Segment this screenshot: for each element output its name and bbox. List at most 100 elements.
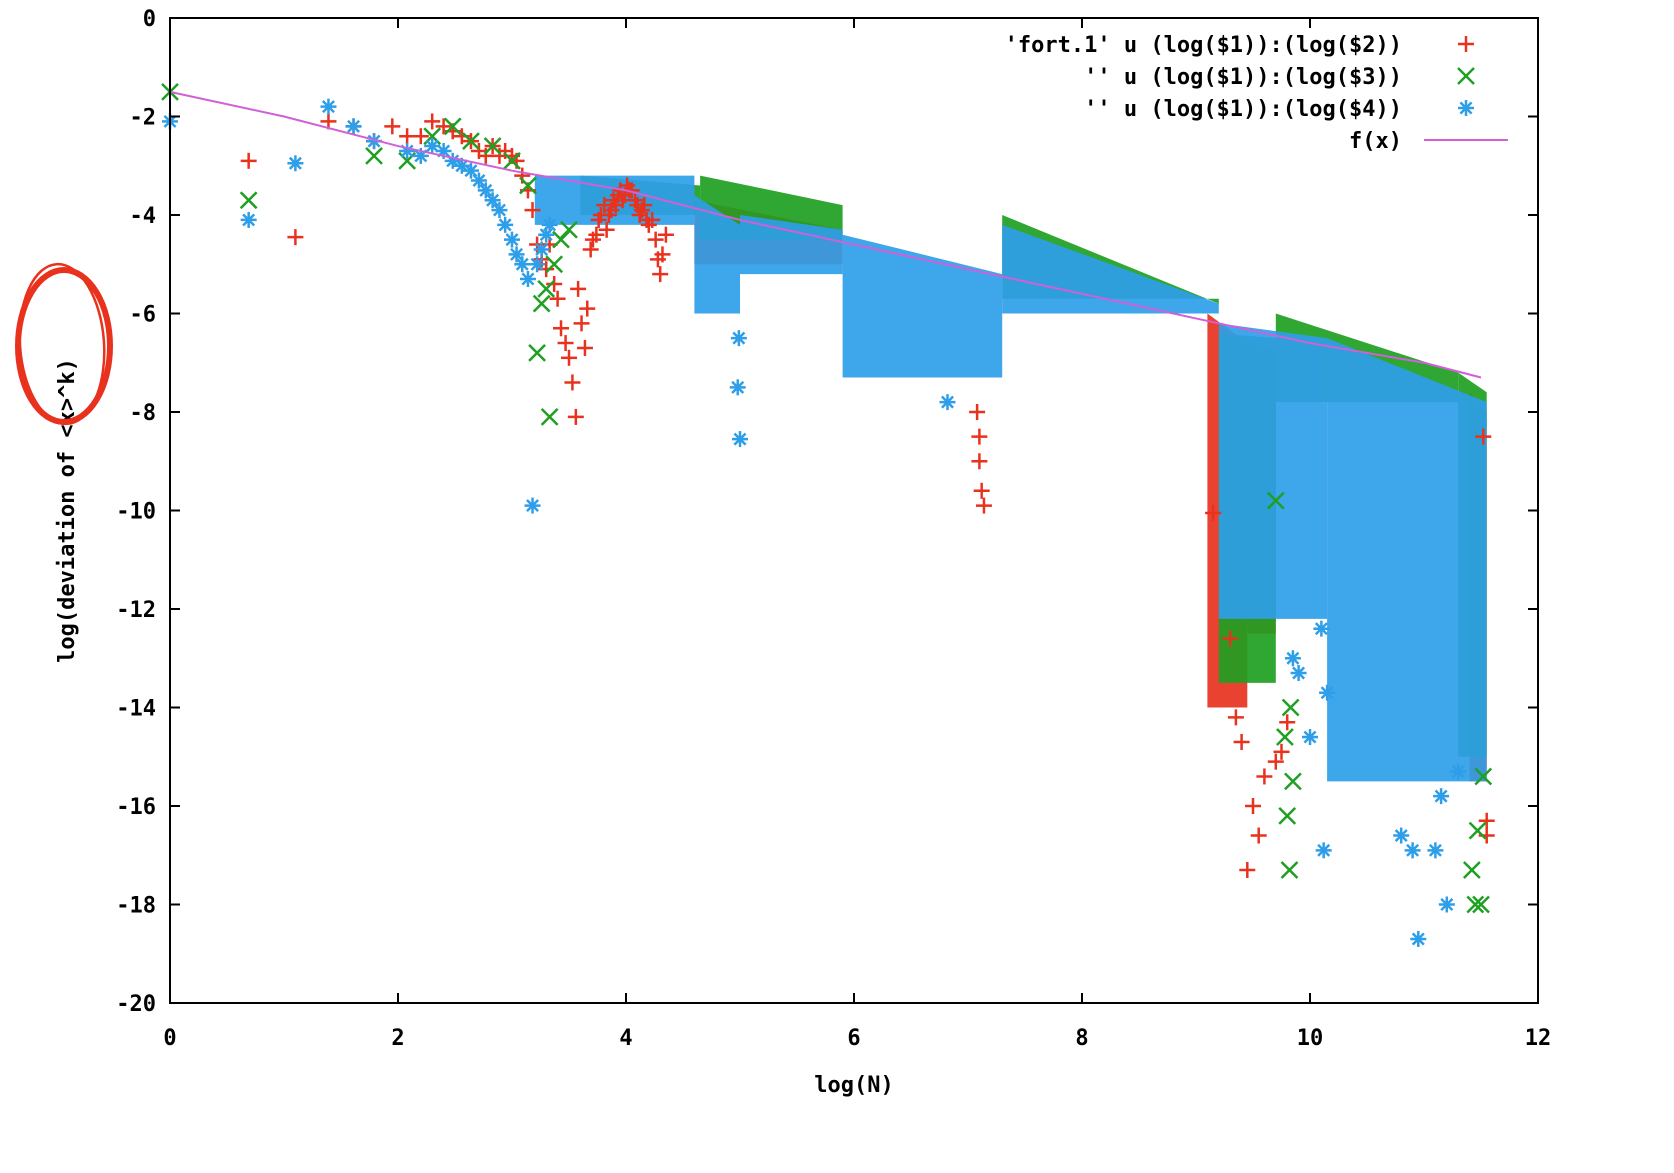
legend-label: '' u (log($1)):(log($4)): [1084, 97, 1402, 122]
data-point-series-3: [1319, 684, 1336, 701]
y-tick-label: -16: [116, 795, 156, 820]
annotation-ellipse: [15, 267, 113, 425]
data-point-series-1: [435, 118, 452, 135]
data-point-series-2: [1474, 767, 1493, 786]
legend-swatch: [1458, 36, 1474, 52]
band-series-3: [1327, 338, 1487, 782]
data-point-series-2: [545, 255, 564, 274]
data-point-series-3: [1302, 729, 1318, 746]
fit-line: [169, 90, 1482, 379]
data-point-series-2: [1462, 861, 1481, 879]
band-series-3: [740, 215, 843, 275]
y-tick-label: 0: [143, 7, 156, 32]
data-point-series-3: [1438, 896, 1455, 913]
data-point-series-1: [240, 152, 257, 169]
data-point-series-1: [1239, 862, 1256, 879]
y-tick-label: -10: [116, 500, 156, 525]
data-point-series-1: [1279, 714, 1296, 731]
data-point-series-3: [240, 211, 257, 228]
data-point-series-3: [477, 182, 494, 199]
band-series-3: [1218, 323, 1328, 619]
dense-point-bands: [534, 175, 1487, 782]
data-point-series-2: [1466, 895, 1485, 914]
data-point-series-3: [1404, 842, 1421, 859]
data-point-series-1: [1256, 768, 1273, 785]
data-point-series-3: [508, 246, 525, 263]
data-point-series-3: [939, 394, 956, 411]
y-tick-label: -12: [116, 598, 156, 623]
data-point-series-1: [975, 497, 992, 514]
data-point-series-3: [345, 118, 362, 135]
data-point-series-3: [1313, 620, 1330, 637]
data-point-series-1: [598, 221, 615, 238]
data-point-series-2: [1280, 861, 1299, 879]
band-series-3: [1002, 224, 1219, 314]
x-tick-label: 8: [1075, 1026, 1088, 1051]
data-point-series-3: [470, 172, 487, 189]
data-point-series-1: [549, 290, 566, 307]
x-tick-label: 12: [1525, 1026, 1552, 1051]
data-point-series-1: [1227, 709, 1244, 726]
data-point-series-1: [424, 113, 441, 130]
data-point-series-3: [1410, 930, 1427, 947]
data-point-series-1: [553, 320, 570, 337]
data-point-series-1: [557, 335, 574, 352]
data-point-series-3: [533, 241, 550, 258]
data-point-series-3: [514, 256, 531, 273]
y-tick-label: -14: [116, 697, 156, 722]
data-point-series-3: [730, 330, 747, 347]
y-tick-label: -18: [116, 894, 156, 919]
data-point-series-2: [239, 191, 258, 210]
band-series-3: [842, 234, 1003, 378]
data-point-series-3: [462, 162, 479, 179]
data-point-series-2: [1281, 698, 1300, 717]
data-point-series-1: [384, 118, 401, 135]
data-point-series-2: [537, 279, 556, 298]
data-point-series-2: [1472, 895, 1490, 914]
data-point-series-3: [320, 98, 337, 115]
data-point-series-1: [588, 226, 605, 243]
data-point-series-1: [1245, 798, 1261, 814]
data-point-series-3: [541, 216, 558, 233]
data-point-series-2: [483, 137, 502, 155]
data-point-series-1: [1273, 743, 1290, 760]
data-point-series-3: [729, 379, 746, 396]
data-point-series-1: [973, 482, 990, 499]
data-point-series-3: [287, 155, 304, 172]
data-point-series-1: [652, 266, 669, 283]
legend-swatch: [1458, 100, 1474, 116]
fit-line-group: [169, 90, 1482, 379]
data-point-series-1: [1267, 753, 1284, 770]
data-point-series-1: [657, 226, 674, 243]
band-series-3: [694, 195, 740, 314]
data-point-series-2: [1276, 728, 1294, 746]
y-axis-label: log(deviation of <x>^k): [55, 358, 80, 663]
data-point-series-1: [582, 241, 599, 258]
data-point-series-1: [1205, 504, 1222, 521]
data-point-series-2: [540, 408, 559, 426]
data-point-series-1: [644, 211, 661, 228]
data-point-series-1: [971, 428, 988, 445]
data-point-series-3: [1290, 665, 1307, 682]
annotation-ellipse-stroke: [18, 262, 106, 426]
data-point-series-1: [654, 246, 671, 263]
data-point-series-1: [561, 349, 577, 366]
data-point-series-1: [573, 315, 590, 332]
data-point-series-2: [443, 117, 462, 136]
x-tick-label: 2: [391, 1026, 404, 1051]
data-point-series-2: [528, 344, 546, 362]
x-tick-label: 4: [619, 1026, 632, 1051]
data-point-series-1: [1478, 812, 1495, 829]
data-point-series-2: [503, 151, 521, 170]
y-tick-label: -2: [130, 106, 157, 131]
data-point-series-2: [365, 147, 383, 165]
y-tick-label: -20: [116, 992, 156, 1017]
axis-ticks: 0 2 4 6 8 10 12 0 -2 -4 -6 -8 -10 -12 -14 -16 -18 -20: [116, 7, 1551, 1051]
data-point-series-1: [1475, 428, 1492, 445]
y-tick-label: -8: [130, 401, 157, 426]
data-point-series-3: [491, 202, 508, 219]
data-point-series-1: [570, 280, 587, 297]
legend-label: 'fort.1' u (log($1)):(log($2)): [1005, 33, 1402, 58]
data-point-series-2: [462, 132, 480, 151]
